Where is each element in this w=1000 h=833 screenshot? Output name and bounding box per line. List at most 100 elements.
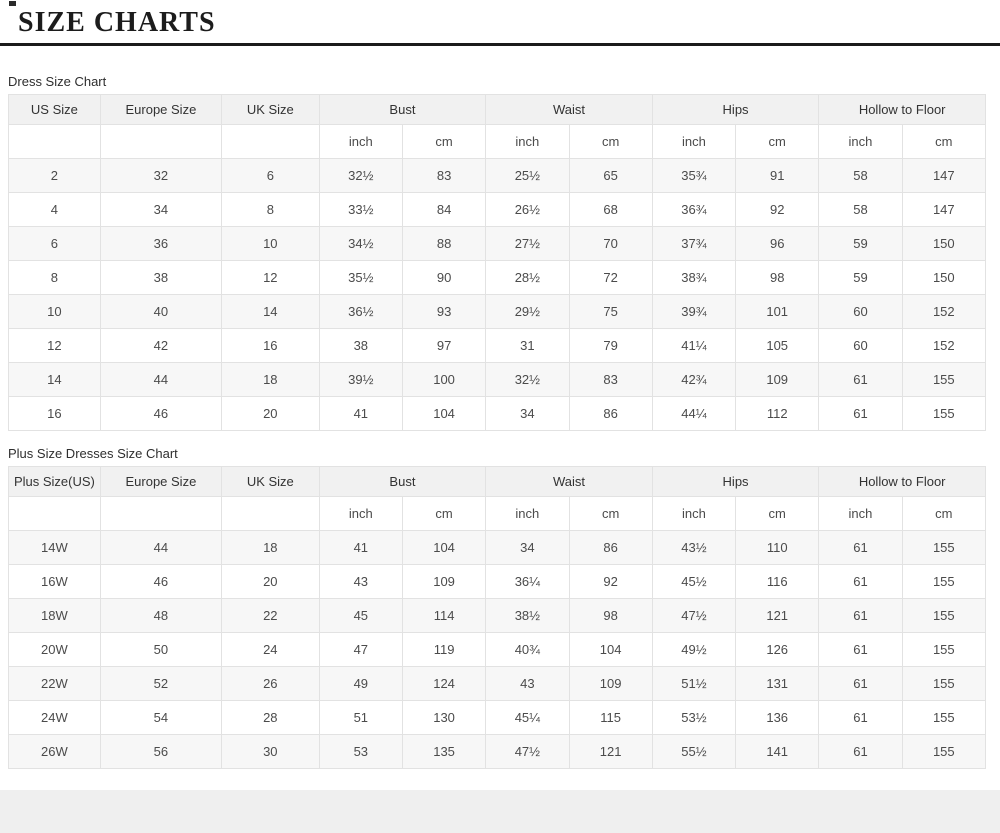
- cell: 109: [401, 564, 487, 599]
- cell: 43: [318, 564, 403, 599]
- cell: 45: [318, 598, 403, 633]
- cell: 33½: [318, 192, 403, 227]
- cell: 97: [401, 328, 487, 363]
- cell: 49: [318, 666, 403, 701]
- table-row: 16W 46 20 43 109 36¼ 92 45½ 116 61 155: [8, 564, 987, 599]
- cell: 92: [568, 564, 653, 599]
- cell: 39½: [318, 362, 403, 397]
- cell: 35¾: [651, 158, 737, 193]
- column-header: UK Size: [220, 466, 320, 497]
- unit-header: [220, 496, 320, 531]
- cell: 60: [818, 328, 903, 363]
- cell: 20W: [8, 632, 101, 667]
- cell: 61: [818, 598, 903, 633]
- cell: 6: [8, 226, 101, 261]
- cell: 24: [220, 632, 320, 667]
- column-header: Hollow to Floor: [818, 94, 986, 125]
- unit-header: inch: [651, 496, 737, 531]
- cell: 14: [8, 362, 101, 397]
- unit-header: [99, 496, 222, 531]
- cell: 79: [568, 328, 653, 363]
- cell: 34: [485, 530, 570, 565]
- cell: 121: [568, 734, 653, 769]
- cell: 20: [220, 564, 320, 599]
- unit-header: cm: [735, 496, 820, 531]
- cell: 109: [568, 666, 653, 701]
- cell: 54: [99, 700, 222, 735]
- cell: 50: [99, 632, 222, 667]
- cell: 155: [901, 564, 987, 599]
- cell: 53½: [651, 700, 737, 735]
- cell: 10: [8, 294, 101, 329]
- column-header: Europe Size: [99, 466, 222, 497]
- column-header: Bust: [318, 466, 487, 497]
- cell: 65: [568, 158, 653, 193]
- cell: 41: [318, 530, 403, 565]
- column-header: Bust: [318, 94, 487, 125]
- cell: 47: [318, 632, 403, 667]
- cell: 61: [818, 530, 903, 565]
- cell: 32½: [485, 362, 570, 397]
- footer-band: [0, 790, 1000, 833]
- cell: 93: [401, 294, 487, 329]
- cell: 59: [818, 226, 903, 261]
- cell: 36¾: [651, 192, 737, 227]
- cell: 86: [568, 396, 653, 431]
- cell: 150: [901, 226, 987, 261]
- unit-header: inch: [318, 124, 403, 159]
- column-header: Plus Size(US): [8, 466, 101, 497]
- cell: 46: [99, 396, 222, 431]
- cell: 61: [818, 396, 903, 431]
- cell: 55½: [651, 734, 737, 769]
- unit-header: inch: [818, 124, 903, 159]
- cell: 141: [735, 734, 820, 769]
- table-row: 16 46 20 41 104 34 86 44¼ 112 61 155: [8, 396, 987, 431]
- title-divider: [0, 43, 1000, 46]
- cell: 60: [818, 294, 903, 329]
- dress-size-chart-caption: Dress Size Chart: [8, 74, 107, 89]
- cell: 25½: [485, 158, 570, 193]
- cell: 18W: [8, 598, 101, 633]
- cell: 136: [735, 700, 820, 735]
- cell: 83: [568, 362, 653, 397]
- unit-header: [220, 124, 320, 159]
- cell: 4: [8, 192, 101, 227]
- cell: 22W: [8, 666, 101, 701]
- cell: 43: [485, 666, 570, 701]
- cell: 61: [818, 362, 903, 397]
- cell: 44: [99, 530, 222, 565]
- cell: 92: [735, 192, 820, 227]
- unit-header: cm: [401, 124, 487, 159]
- cell: 27½: [485, 226, 570, 261]
- cell: 16: [8, 396, 101, 431]
- cell: 61: [818, 632, 903, 667]
- cell: 46: [99, 564, 222, 599]
- cell: 6: [220, 158, 320, 193]
- cell: 83: [401, 158, 487, 193]
- table-row: 22W 52 26 49 124 43 109 51½ 131 61 155: [8, 666, 987, 701]
- cell: 88: [401, 226, 487, 261]
- cell: 155: [901, 632, 987, 667]
- column-header: Waist: [485, 94, 653, 125]
- cell: 20: [220, 396, 320, 431]
- cell: 36½: [318, 294, 403, 329]
- unit-header: inch: [818, 496, 903, 531]
- table-row: 12 42 16 38 97 31 79 41¼ 105 60 152: [8, 328, 987, 363]
- cell: 104: [568, 632, 653, 667]
- table-row: 14 44 18 39½ 100 32½ 83 42¾ 109 61 155: [8, 362, 987, 397]
- plus-size-chart-section: Plus Size Dresses Size Chart Plus Size(U…: [0, 431, 1000, 769]
- cell: 8: [220, 192, 320, 227]
- cell: 29½: [485, 294, 570, 329]
- table-row: 10 40 14 36½ 93 29½ 75 39¾ 101 60 152: [8, 294, 987, 329]
- cell: 130: [401, 700, 487, 735]
- cell: 12: [220, 260, 320, 295]
- cell: 39¾: [651, 294, 737, 329]
- cell: 98: [568, 598, 653, 633]
- cell: 49½: [651, 632, 737, 667]
- unit-header: [99, 124, 222, 159]
- cell: 45¼: [485, 700, 570, 735]
- cell: 45½: [651, 564, 737, 599]
- cell: 155: [901, 598, 987, 633]
- table-row: 14W 44 18 41 104 34 86 43½ 110 61 155: [8, 530, 987, 565]
